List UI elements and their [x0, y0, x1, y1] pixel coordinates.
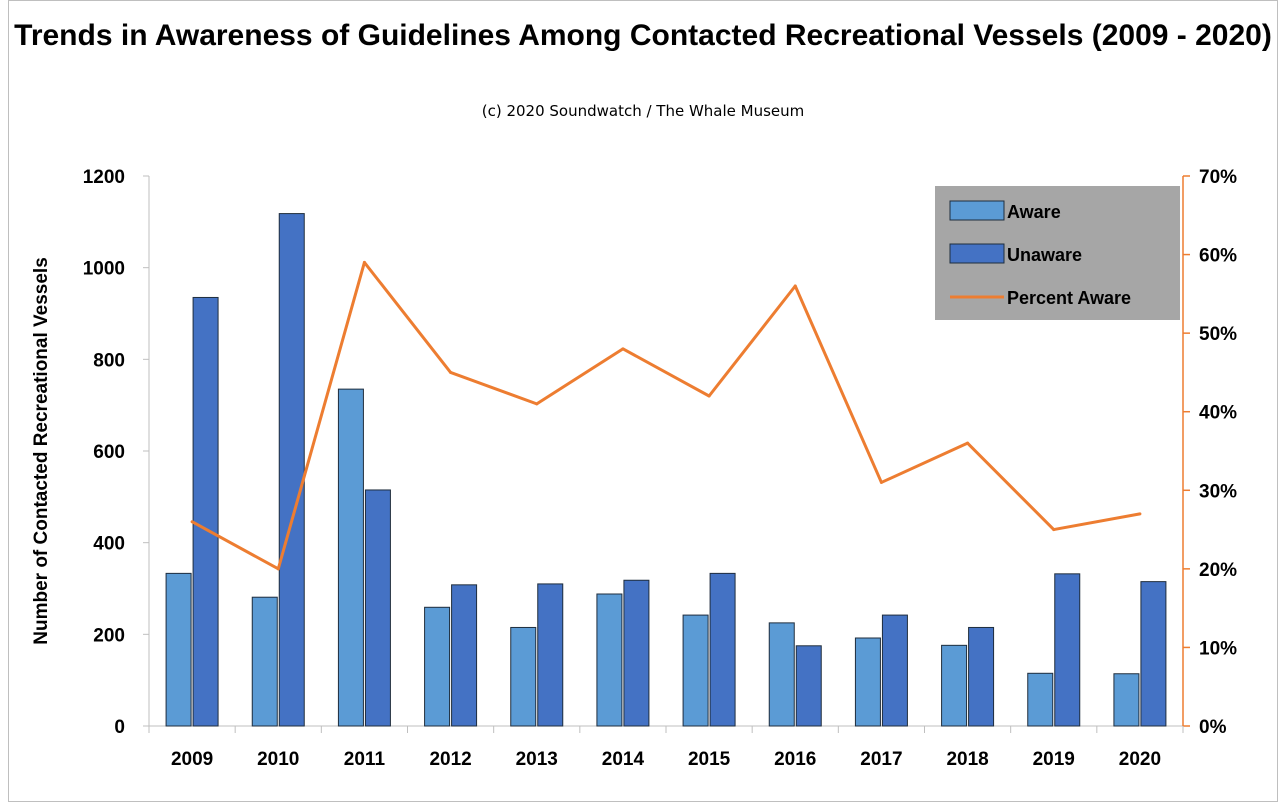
bar-aware [165, 572, 192, 727]
percent-aware-point [1138, 512, 1142, 516]
bar-aware [1027, 672, 1054, 727]
bar-aware [510, 626, 537, 727]
bar-aware [1113, 673, 1140, 727]
y2-tick-label: 10% [1199, 638, 1237, 659]
legend-label: Unaware [1007, 245, 1082, 265]
percent-aware-point [190, 520, 194, 524]
bar-unaware [537, 583, 564, 727]
y-tick-label: 1000 [83, 259, 125, 280]
x-tick-label: 2012 [429, 749, 471, 770]
y2-tick-label: 40% [1199, 403, 1237, 424]
bar-aware [854, 637, 881, 727]
percent-aware-line [191, 260, 1141, 571]
y-tick-label: 1200 [83, 167, 125, 188]
x-tick-label: 2015 [688, 749, 731, 770]
y-tick-label: 600 [93, 442, 125, 463]
bar-unaware [451, 584, 478, 727]
percent-aware-point [879, 480, 883, 484]
x-tick-label: 2013 [516, 749, 558, 770]
y2-tick-label: 0% [1199, 717, 1227, 738]
bar-unaware [1140, 581, 1167, 727]
bars [165, 213, 1167, 727]
y2-tick-label: 50% [1199, 324, 1237, 345]
x-tick-label: 2018 [946, 749, 988, 770]
percent-aware-point [966, 441, 970, 445]
bar-aware [596, 593, 623, 727]
x-tick-label: 2016 [774, 749, 816, 770]
y-tick-label: 400 [93, 534, 125, 555]
percent-line [190, 260, 1142, 571]
percent-aware-point [535, 402, 539, 406]
bar-unaware [968, 626, 995, 727]
x-tick-label: 2014 [602, 749, 645, 770]
y2-tick-label: 60% [1199, 246, 1237, 267]
percent-aware-point [449, 370, 453, 374]
bar-aware [768, 622, 795, 727]
bar-aware [251, 596, 278, 727]
bar-unaware [795, 645, 822, 727]
legend-swatch-aware [949, 200, 1005, 221]
x-tick-label: 2019 [1033, 749, 1075, 770]
bar-aware [424, 606, 451, 727]
legend-label: Aware [1007, 202, 1061, 222]
bar-unaware [623, 579, 650, 727]
chart-subtitle: (c) 2020 Soundwatch / The Whale Museum [481, 102, 805, 120]
bar-unaware [278, 213, 305, 727]
y-tick-label: 200 [93, 625, 125, 646]
y2-tick-label: 70% [1199, 167, 1237, 188]
bar-aware [337, 388, 364, 727]
percent-aware-point [1052, 528, 1056, 532]
percent-aware-point [362, 260, 366, 264]
bar-unaware [881, 614, 908, 727]
chart-title: Trends in Awareness of Guidelines Among … [14, 19, 1272, 52]
bar-unaware [1054, 573, 1081, 727]
legend-swatch-unaware [949, 243, 1005, 264]
percent-aware-point [793, 284, 797, 288]
x-tick-label: 2020 [1119, 749, 1161, 770]
percent-aware-point [276, 567, 280, 571]
y2-tick-label: 20% [1199, 560, 1237, 581]
x-tick-label: 2010 [257, 749, 299, 770]
bar-aware [941, 644, 968, 727]
percent-aware-point [621, 347, 625, 351]
legend: Aware Unaware Percent Aware [935, 186, 1180, 320]
x-tick-label: 2009 [171, 749, 213, 770]
ticks: 0 200 400 600 800 1000 1200 0% 10% 20% 30% 40% 50% 60… [83, 167, 1237, 770]
x-tick-label: 2017 [860, 749, 902, 770]
bar-unaware [192, 296, 219, 727]
x-tick-label: 2011 [344, 749, 386, 770]
axes [143, 175, 1190, 733]
legend-label: Percent Aware [1007, 288, 1131, 308]
bar-unaware [364, 489, 391, 727]
y-tick-label: 0 [114, 717, 125, 738]
y-axis-label: Number of Contacted Recreational Vessels [31, 257, 52, 645]
percent-aware-point [707, 394, 711, 398]
bar-aware [682, 614, 709, 727]
y-tick-label: 800 [93, 350, 125, 371]
bar-unaware [709, 572, 736, 727]
y2-tick-label: 30% [1199, 481, 1237, 502]
